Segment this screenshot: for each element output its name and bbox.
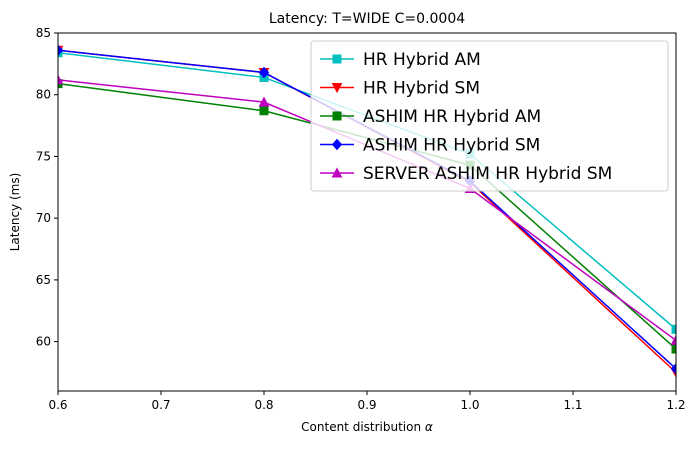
x-tick-label: 0.7 — [151, 398, 170, 412]
legend-entry: HR Hybrid SM — [320, 79, 480, 99]
legend-label: HR Hybrid SM — [363, 79, 480, 99]
x-tick-label: 0.8 — [254, 398, 273, 412]
x-axis: 0.6 0.7 0.8 0.9 1.0 1.1 1.2 — [48, 391, 686, 412]
data-point — [259, 106, 269, 116]
data-point — [258, 66, 270, 79]
legend-marker — [331, 167, 343, 178]
legend-marker — [331, 138, 343, 151]
x-axis-label-text: Content distribution — [301, 420, 421, 434]
data-point — [671, 344, 676, 354]
data-point — [58, 44, 64, 57]
y-tick-label: 65 — [36, 273, 51, 287]
y-tick-label: 60 — [36, 335, 51, 349]
x-tick-label: 1.1 — [563, 398, 582, 412]
x-tick-label: 0.6 — [48, 398, 67, 412]
legend-box — [310, 40, 669, 192]
legend-label: SERVER ASHIM HR Hybrid SM — [363, 164, 612, 184]
chart-title: Latency: T=WIDE C=0.0004 — [269, 11, 465, 27]
data-point — [258, 96, 270, 107]
data-point — [670, 334, 676, 345]
x-tick-label: 1.2 — [666, 398, 685, 412]
legend-entry: HR Hybrid AM — [320, 50, 481, 70]
data-point — [58, 74, 64, 85]
legend-marker — [331, 83, 343, 94]
legend-label: HR Hybrid AM — [363, 50, 481, 70]
legend-entry: ASHIM HR Hybrid SM — [320, 136, 540, 156]
y-axis-label: Latency (ms) — [8, 173, 22, 252]
legend: HR Hybrid AM HR Hybrid SM ASHIM HR Hybrid … — [310, 40, 669, 192]
x-axis-label: Content distribution α — [301, 420, 433, 434]
x-tick-label: 1.0 — [460, 398, 479, 412]
legend-entry: ASHIM HR Hybrid AM — [320, 107, 541, 127]
legend-marker — [332, 111, 342, 121]
data-point — [670, 363, 676, 375]
legend-label: ASHIM HR Hybrid SM — [363, 136, 540, 156]
legend-entry: SERVER ASHIM HR Hybrid SM — [320, 164, 612, 184]
y-tick-label: 80 — [36, 88, 51, 102]
y-tick-label: 75 — [36, 149, 51, 163]
y-tick-label: 70 — [36, 211, 51, 225]
y-axis: 60 65 70 75 80 85 — [36, 26, 58, 349]
x-axis-label-symbol: α — [425, 420, 433, 434]
x-tick-label: 0.9 — [357, 398, 376, 412]
legend-label: ASHIM HR Hybrid AM — [363, 107, 541, 127]
y-tick-label: 85 — [36, 26, 51, 40]
legend-marker — [332, 54, 342, 64]
data-point — [671, 324, 676, 334]
